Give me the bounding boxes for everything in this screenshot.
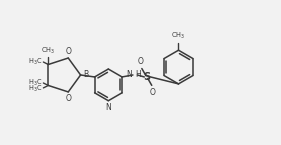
Text: O: O	[138, 57, 144, 66]
Text: CH$_3$: CH$_3$	[41, 46, 55, 56]
Text: O: O	[150, 88, 156, 97]
Text: H$_3$C: H$_3$C	[28, 56, 42, 67]
Text: H: H	[135, 70, 141, 79]
Text: H$_3$C: H$_3$C	[28, 77, 42, 88]
Text: S: S	[143, 72, 150, 82]
Text: O: O	[65, 94, 71, 103]
Text: B: B	[83, 70, 88, 79]
Text: N: N	[127, 70, 132, 79]
Text: CH$_3$: CH$_3$	[171, 31, 186, 41]
Text: O: O	[65, 47, 71, 56]
Text: N: N	[105, 103, 111, 112]
Text: H$_3$C: H$_3$C	[28, 83, 42, 94]
